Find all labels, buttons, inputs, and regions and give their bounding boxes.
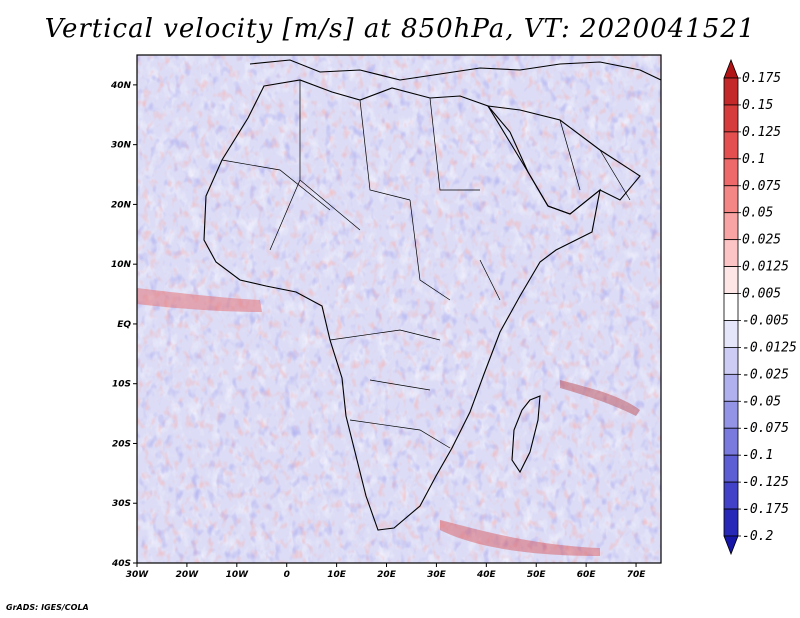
- lat-tick-label: 10N: [111, 260, 132, 270]
- colorbar-swatch: [723, 266, 739, 294]
- lon-tick-label: 60E: [577, 570, 597, 580]
- coastlines: [203, 59, 661, 531]
- colorbar-swatch: [723, 212, 739, 241]
- colorbar-label: 0.0125: [742, 260, 789, 275]
- colorbar-min-arrow: [723, 535, 739, 556]
- colorbar-label: -0.05: [742, 394, 781, 409]
- lat-tick-label: 30S: [112, 499, 131, 509]
- colorbar-swatch: [723, 481, 739, 510]
- colorbar-label: 0.175: [742, 71, 781, 86]
- colorbar-label: -0.1: [742, 448, 773, 463]
- africa-coastline: [203, 79, 601, 531]
- madagascar-coastline: [511, 395, 541, 474]
- lat-tick-label: 40S: [111, 559, 131, 569]
- latitude-ticks: 40N 30N 20N 10N EQ 10S 20S 30S 40S: [110, 81, 137, 569]
- colorbar-label: 0.125: [742, 125, 781, 140]
- lat-tick-label: 10S: [112, 380, 131, 390]
- lat-tick-label: 30N: [111, 141, 132, 151]
- colorbar-label: 0.1: [742, 152, 765, 167]
- lon-tick-label: 30W: [126, 570, 150, 580]
- lon-tick-label: 40E: [476, 570, 497, 580]
- lon-tick-label: 30E: [427, 570, 447, 580]
- lat-tick-label: 20N: [111, 200, 132, 210]
- colorbar-label: -0.075: [742, 421, 789, 436]
- colorbar-label: 0.15: [742, 98, 773, 113]
- lon-tick-label: 10W: [226, 570, 250, 580]
- lon-tick-label: 10E: [327, 570, 347, 580]
- lon-tick-label: 20W: [176, 570, 200, 580]
- colorbar-label: -0.025: [742, 367, 789, 382]
- colorbar-swatch: [723, 400, 739, 429]
- europe-coastline: [249, 59, 661, 81]
- colorbar-label: 0.05: [742, 206, 773, 221]
- colorbar-label: -0.0125: [742, 340, 797, 355]
- colorbar-label: 0.025: [742, 233, 781, 248]
- colorbar: 0.175 0.15 0.125 0.1 0.075 0.05 0.025 0.0125 0.0…: [723, 58, 797, 556]
- lat-tick-label: 40N: [110, 81, 132, 91]
- colorbar-swatch: [723, 185, 739, 214]
- lat-tick-label: 20S: [112, 439, 131, 449]
- colorbar-swatch: [723, 320, 739, 348]
- colorbar-swatch: [723, 77, 739, 106]
- colorbar-swatch: [723, 454, 739, 483]
- colorbar-swatch: [723, 104, 739, 133]
- page-title: Vertical velocity [m/s] at 850hPa, VT: 2…: [44, 14, 756, 44]
- arabia-coastline: [486, 105, 641, 215]
- colorbar-swatch: [723, 131, 739, 160]
- lon-tick-label: 0: [284, 570, 290, 580]
- longitude-ticks: 30W 20W 10W 0 10E 20E 30E 40E 50E 60E 70E: [126, 563, 646, 580]
- lon-tick-label: 50E: [527, 570, 547, 580]
- colorbar-label: 0.005: [742, 287, 781, 302]
- colorbar-label: -0.2: [742, 529, 773, 544]
- colorbar-label: -0.175: [742, 502, 789, 517]
- colorbar-swatch: [723, 508, 739, 537]
- colorbar-swatch: [723, 239, 739, 267]
- colorbar-label: -0.125: [742, 475, 789, 490]
- colorbar-swatch: [723, 293, 739, 321]
- lat-tick-label: EQ: [117, 320, 131, 330]
- colorbar-swatch: [723, 373, 739, 402]
- colorbar-label: -0.005: [742, 313, 789, 328]
- country-borders: [221, 80, 631, 449]
- colorbar-swatch: [723, 427, 739, 456]
- grads-credit: GrADS: IGES/COLA: [6, 603, 89, 612]
- colorbar-max-arrow: [723, 58, 739, 79]
- colorbar-swatch: [723, 158, 739, 187]
- lon-tick-label: 70E: [627, 570, 647, 580]
- map-frame: 30W 20W 10W 0 10E 20E 30E 40E 50E 60E 70E 40N 30N 20…: [110, 54, 662, 580]
- colorbar-label: 0.075: [742, 179, 781, 194]
- colorbar-swatch: [723, 347, 739, 375]
- lon-tick-label: 20E: [377, 570, 397, 580]
- velocity-field: [137, 55, 661, 563]
